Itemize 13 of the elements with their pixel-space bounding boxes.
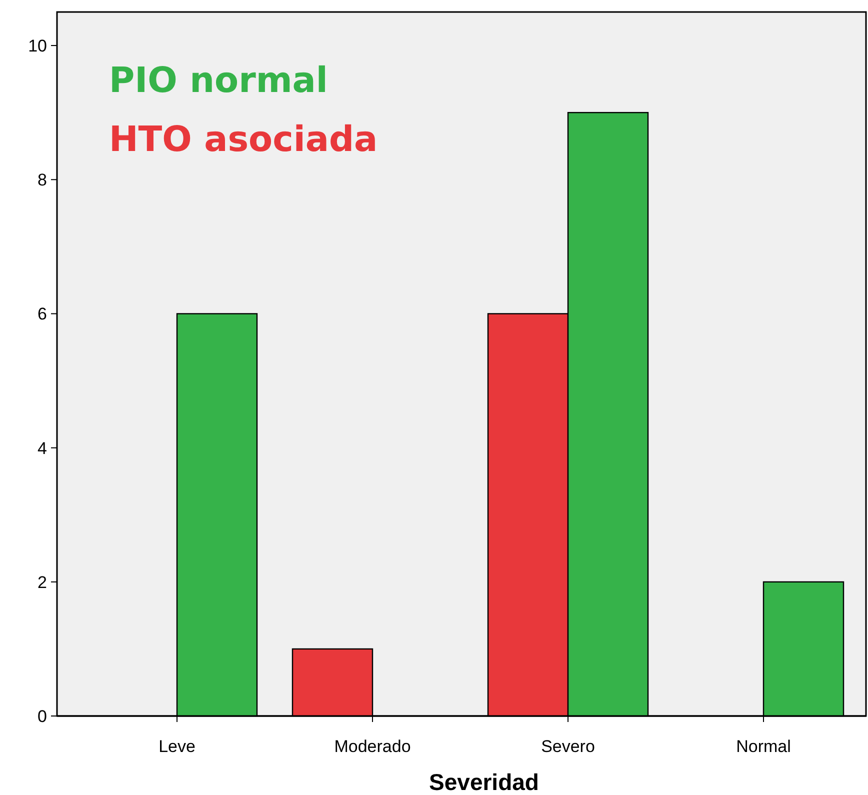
y-tick-label: 4 (38, 438, 47, 458)
y-tick-label: 8 (38, 170, 47, 190)
x-axis-title: Severidad (429, 769, 539, 795)
text: PIO normal (109, 61, 328, 101)
y-tick-label: 0 (38, 706, 47, 726)
y-tick-label: 2 (38, 572, 47, 592)
text: HTO asociada (109, 120, 378, 160)
y-tick-label: 10 (28, 36, 47, 56)
x-tick-label: Moderado (334, 737, 411, 756)
x-tick-label: Normal (736, 737, 791, 756)
y-tick-label: 6 (38, 304, 47, 324)
x-tick-label: Severo (541, 737, 595, 756)
x-tick-label: Leve (158, 737, 196, 756)
